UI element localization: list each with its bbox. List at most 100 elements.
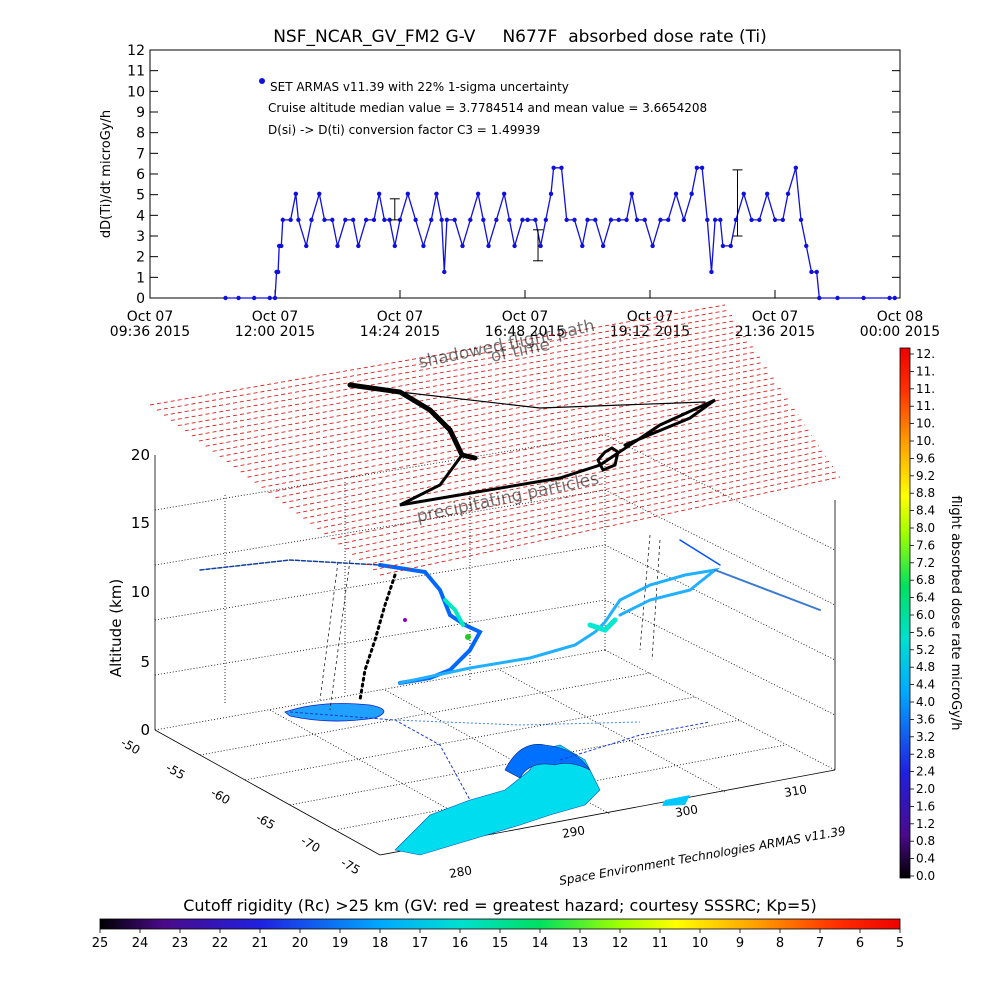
colorbar-right-tick-label: 2.0 [916, 782, 935, 796]
colorbar-right-tick-label: 6.4 [916, 591, 935, 605]
dose-point [861, 295, 866, 301]
dose-point [585, 217, 590, 223]
dose-point [600, 243, 606, 249]
colorbar-bottom-tick-label: 8 [776, 936, 784, 951]
dose-point [442, 269, 447, 275]
dose-point [296, 217, 301, 223]
colorbar-right-tick-label: 5.6 [916, 625, 935, 639]
x-tick-label-date: Oct 08 [877, 309, 923, 325]
dose-point [629, 191, 634, 197]
trajectory-3d-plot: 0 5 10 15 20 Altitude (km) -50 -55 -60 -… [107, 304, 847, 888]
colorbar-bottom-tick-label: 18 [372, 936, 389, 951]
dose-point [512, 243, 517, 249]
credit-text: Space Environment Technologies ARMAS v11… [558, 824, 847, 888]
colorbar-right-tick-label: 9.6 [916, 451, 935, 465]
colorbar-right-tick-label: 7.6 [916, 538, 935, 552]
plane-grid-line [352, 455, 827, 555]
y-tick-label: 10 [127, 84, 145, 100]
plane-grid-line [191, 335, 746, 437]
lon-tick: 280 [448, 863, 473, 881]
dose-point [460, 243, 465, 249]
colorbar-right-tick-label: 5.2 [916, 643, 935, 657]
x-tick-label-time: 12:00 2015 [235, 324, 315, 340]
dose-point [405, 191, 411, 197]
dose-point [616, 217, 621, 223]
plane-grid-line [198, 341, 750, 442]
dose-point [780, 217, 786, 223]
colorbar-right-tick-label: 8.8 [916, 486, 935, 500]
z-tick: 15 [131, 514, 150, 532]
dose-point [486, 243, 491, 249]
colorbar-bottom-tick-label: 22 [212, 936, 229, 951]
stats-text: Cruise altitude median value = 3.7784514… [268, 101, 707, 115]
lat-tick: -65 [254, 810, 278, 832]
colorbar-right-tick-label: 2.4 [916, 765, 935, 779]
dose-point [728, 243, 733, 249]
dose-point [452, 217, 457, 223]
dose-point [322, 217, 327, 223]
y-tick-label: 5 [136, 188, 145, 204]
colorbar-right-tick-label: 0.8 [916, 834, 935, 848]
colorbar-right-label: flight absorbed dose rate microGy/h [948, 496, 963, 731]
x-tick-label-time: 09:36 2015 [110, 324, 190, 340]
dose-point [681, 217, 687, 223]
legend-marker [259, 78, 265, 84]
dose-point [709, 269, 714, 275]
dose-point [798, 217, 804, 223]
dose-point [580, 243, 585, 249]
lon-tick: 290 [561, 823, 586, 841]
dose-point [772, 217, 778, 223]
dose-point [223, 295, 228, 301]
dose-point [279, 243, 284, 249]
colorbar-bottom-tick-label: 19 [332, 936, 349, 951]
plane-grid-line [247, 377, 774, 478]
plane-grid-line [324, 434, 813, 535]
dose-point [559, 165, 564, 170]
ground-tracks [289, 711, 711, 801]
plane-grid-line [275, 398, 788, 499]
dose-point [543, 217, 549, 223]
colorbar-bottom-tick-label: 17 [412, 936, 429, 951]
dose-point [309, 217, 314, 223]
dose-point [501, 191, 507, 197]
dose-point [272, 295, 278, 301]
x-tick-label-date: Oct 07 [627, 309, 673, 325]
longitude-ticks: 280 290 300 310 [448, 782, 808, 881]
plane-grid-line [303, 419, 802, 519]
x-tick-label-date: Oct 07 [127, 309, 173, 325]
x-tick-label-time: 14:24 2015 [360, 324, 440, 340]
plane-grid-line [156, 309, 729, 411]
dose-point [293, 191, 299, 197]
z-tick: 5 [140, 653, 150, 671]
dose-point [699, 165, 705, 170]
dose-point [330, 217, 335, 223]
colorbar-right-tick-label: 10. [916, 417, 935, 431]
lon-tick: 300 [674, 802, 699, 820]
dose-point [658, 217, 663, 223]
plane-grid-line [184, 330, 743, 432]
dose-point [481, 217, 486, 223]
plane-grid-line [372, 471, 837, 571]
colorbar-bottom-tick-label: 9 [736, 936, 744, 951]
dose-point [689, 191, 694, 197]
colorbar-right-tick-label: 6.0 [916, 608, 935, 622]
colorbar-right-tick-label: 11. [916, 364, 935, 378]
colorbar-right-tick-label: 4.4 [916, 678, 935, 692]
dose-point [468, 217, 473, 223]
colorbar-bottom-tick-label: 12 [612, 936, 629, 951]
y-tick-label: 2 [136, 250, 145, 266]
colorbar-right-fill [899, 347, 911, 879]
plane-grid-line [338, 445, 820, 545]
y-tick-label: 9 [136, 105, 145, 121]
plane-grid-line [226, 361, 764, 463]
lat-tick: -55 [164, 760, 188, 782]
dose-point [564, 217, 569, 223]
dose-point [429, 217, 434, 223]
dose-point [749, 217, 754, 223]
altitude-ticks: 0 5 10 15 20 [131, 446, 150, 739]
plane-grid-line [240, 372, 771, 473]
dose-point [397, 217, 403, 223]
dose-point [764, 191, 770, 197]
z-tick: 0 [140, 721, 150, 739]
plane-grid-line [205, 346, 753, 447]
